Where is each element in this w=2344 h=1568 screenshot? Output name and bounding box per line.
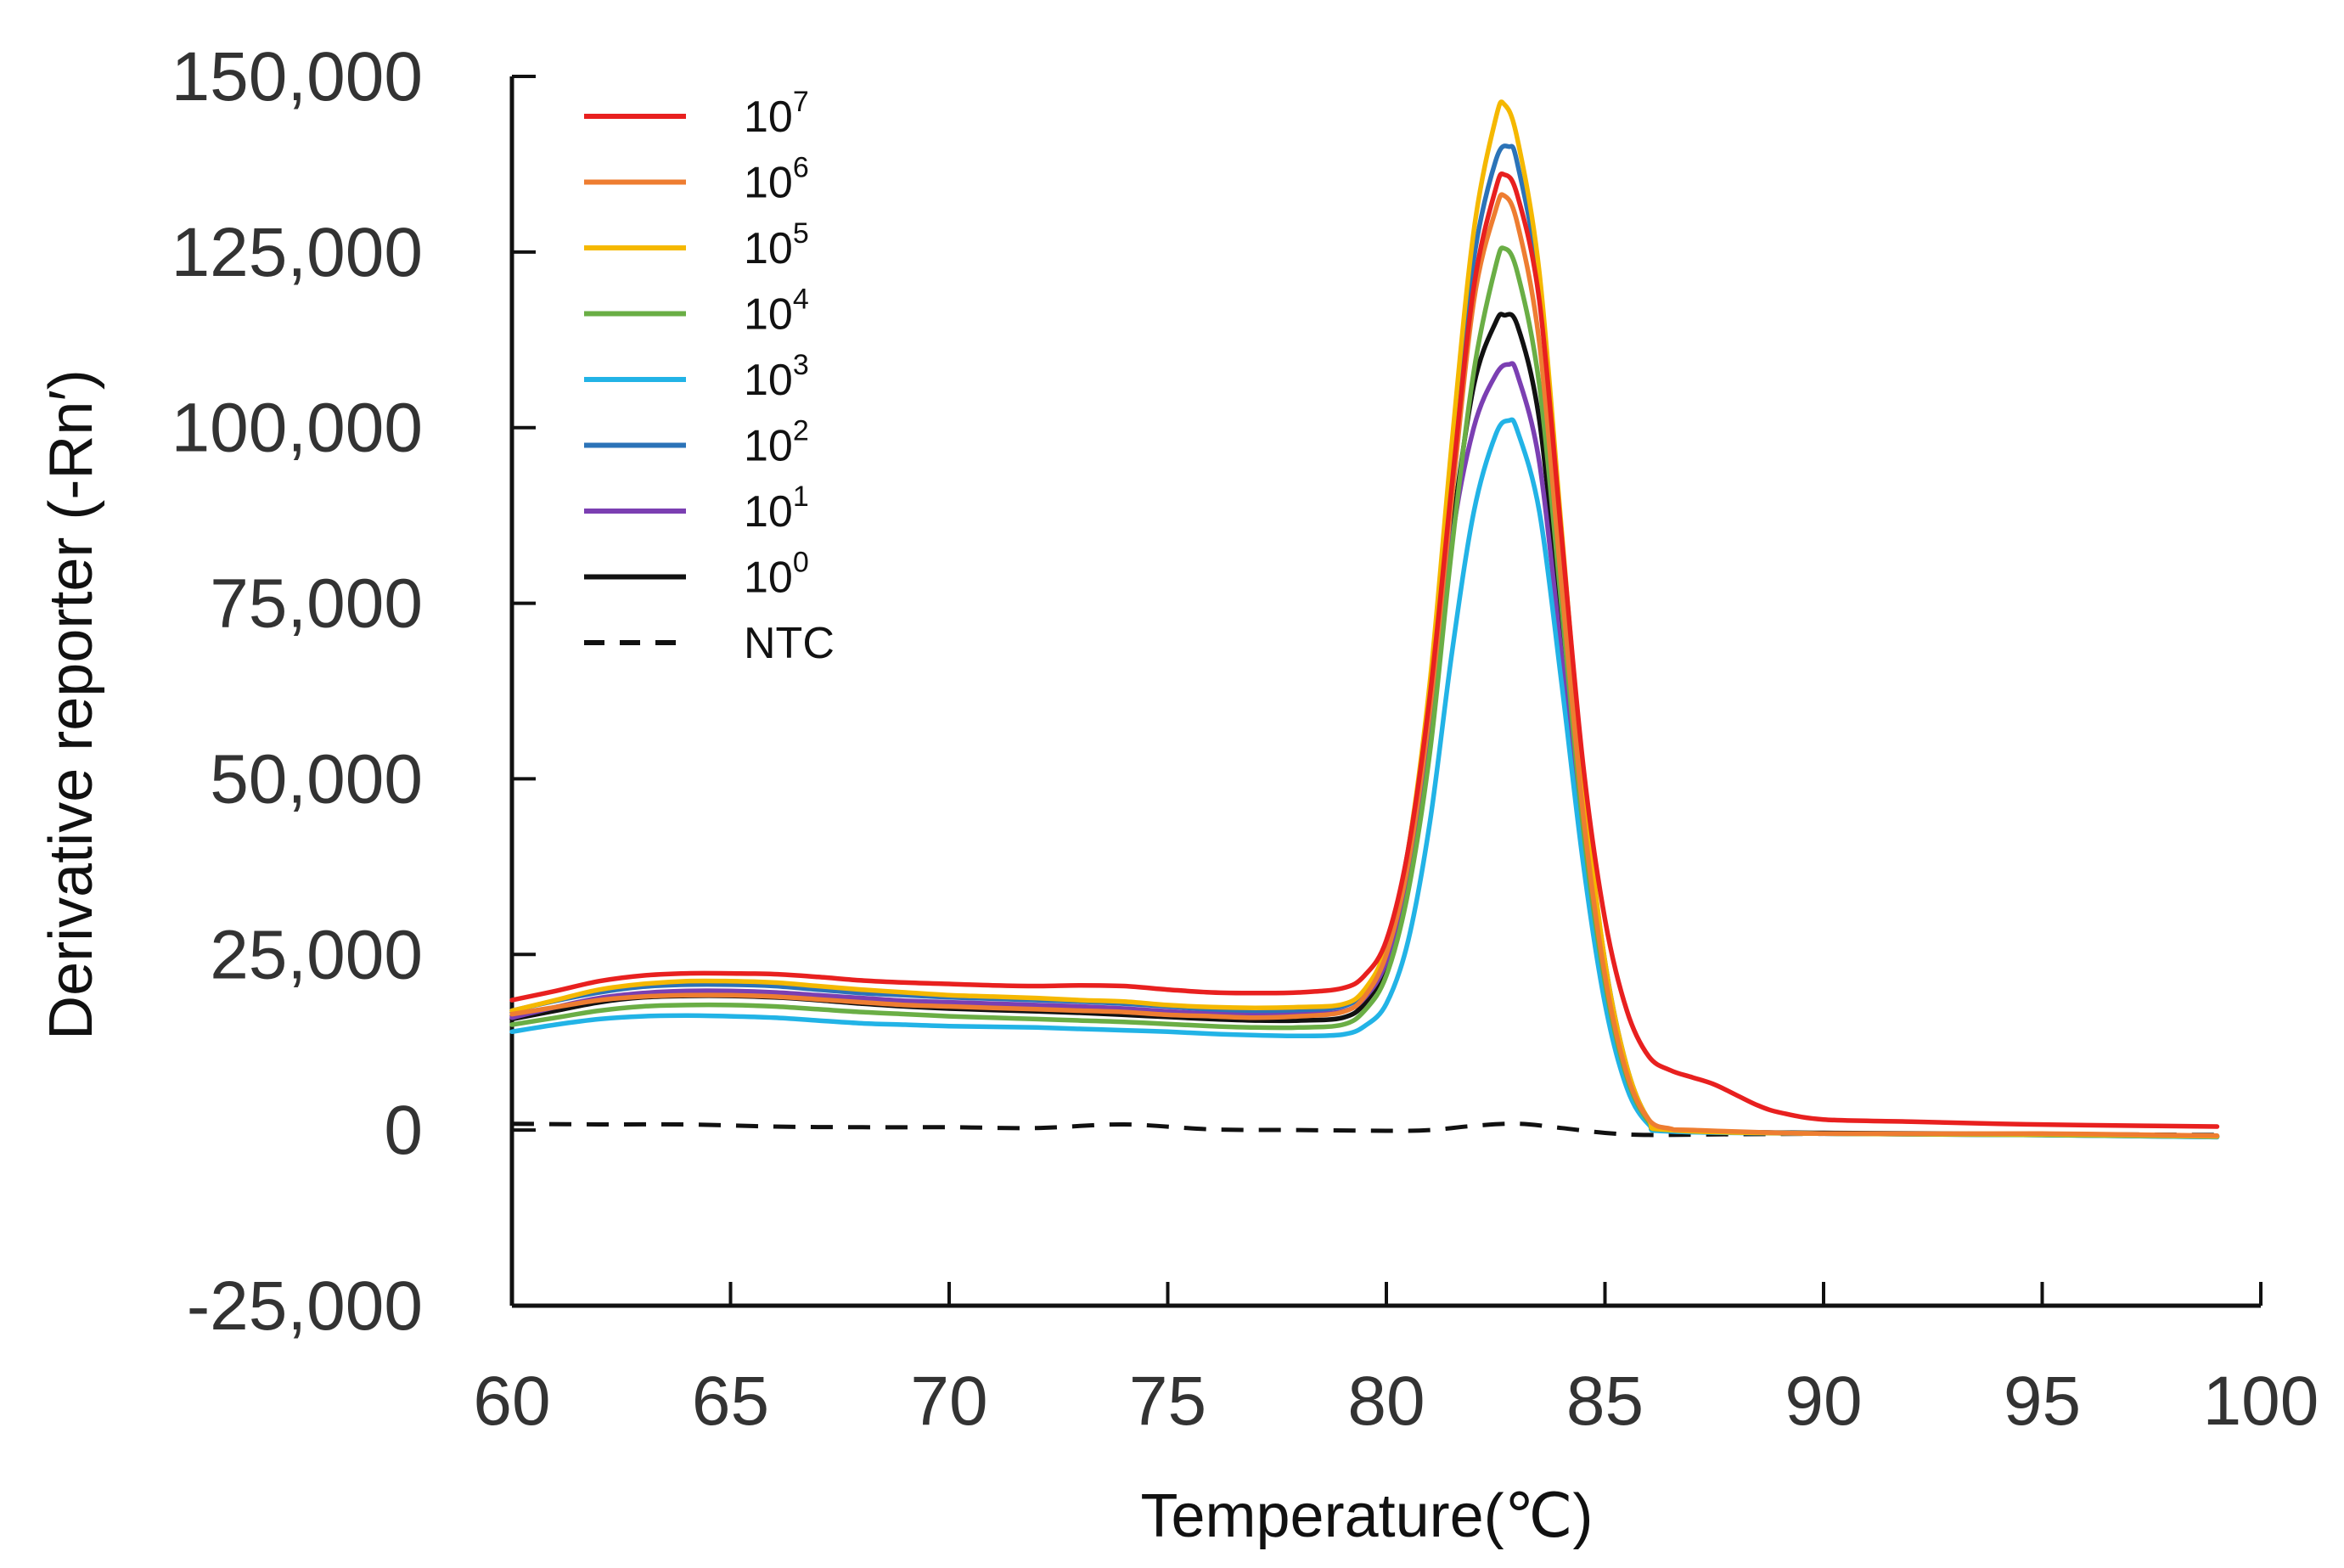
- y-tick-label: 100,000: [171, 390, 423, 467]
- series-line-10e1: [509, 361, 2220, 1139]
- y-axis-ticks: -25,000 0 25,000 50,000 75,000 100,000 125,000…: [171, 38, 536, 1345]
- y-tick-label: 150,000: [171, 38, 423, 115]
- y-tick-label: 0: [384, 1092, 423, 1169]
- legend-label: 105: [744, 217, 809, 273]
- y-tick-label: -25,000: [187, 1267, 423, 1345]
- y-axis-title: Derivative reporter (-Rn′): [37, 369, 105, 1040]
- y-tick-label: 50,000: [210, 740, 423, 818]
- x-tick-label: 70: [910, 1363, 987, 1440]
- legend-label: 106: [744, 152, 809, 208]
- x-tick-label: 80: [1347, 1363, 1425, 1440]
- x-tick-label: 100: [2203, 1363, 2319, 1440]
- y-tick-label: 125,000: [171, 214, 423, 291]
- series-lines: [509, 99, 2220, 1140]
- x-tick-label: 60: [473, 1363, 550, 1440]
- y-tick-label: 75,000: [210, 565, 423, 643]
- legend-label: 104: [744, 284, 809, 340]
- x-tick-label: 75: [1129, 1363, 1206, 1440]
- x-tick-label: 95: [2004, 1363, 2081, 1440]
- y-tick-label: 25,000: [210, 916, 423, 993]
- x-tick-label: 85: [1566, 1363, 1644, 1440]
- legend-label: 107: [744, 86, 809, 142]
- legend-label: 102: [744, 415, 809, 471]
- legend-label: 103: [744, 349, 809, 405]
- x-tick-label: 65: [692, 1363, 769, 1440]
- series-line-10e3: [509, 417, 2220, 1140]
- legend-label: 101: [744, 481, 809, 537]
- x-tick-label: 90: [1785, 1363, 1862, 1440]
- legend-label: NTC: [744, 619, 835, 668]
- series-line-10e7: [509, 171, 2220, 1129]
- x-axis-title: Temperature(℃): [1140, 1482, 1593, 1550]
- legend-label: 100: [744, 547, 809, 603]
- legend: 107 106 105 104 103 102 101 100 NTC: [584, 86, 835, 668]
- x-axis-ticks: 60 65 70 75 80 85 90 95 100: [473, 1282, 2319, 1440]
